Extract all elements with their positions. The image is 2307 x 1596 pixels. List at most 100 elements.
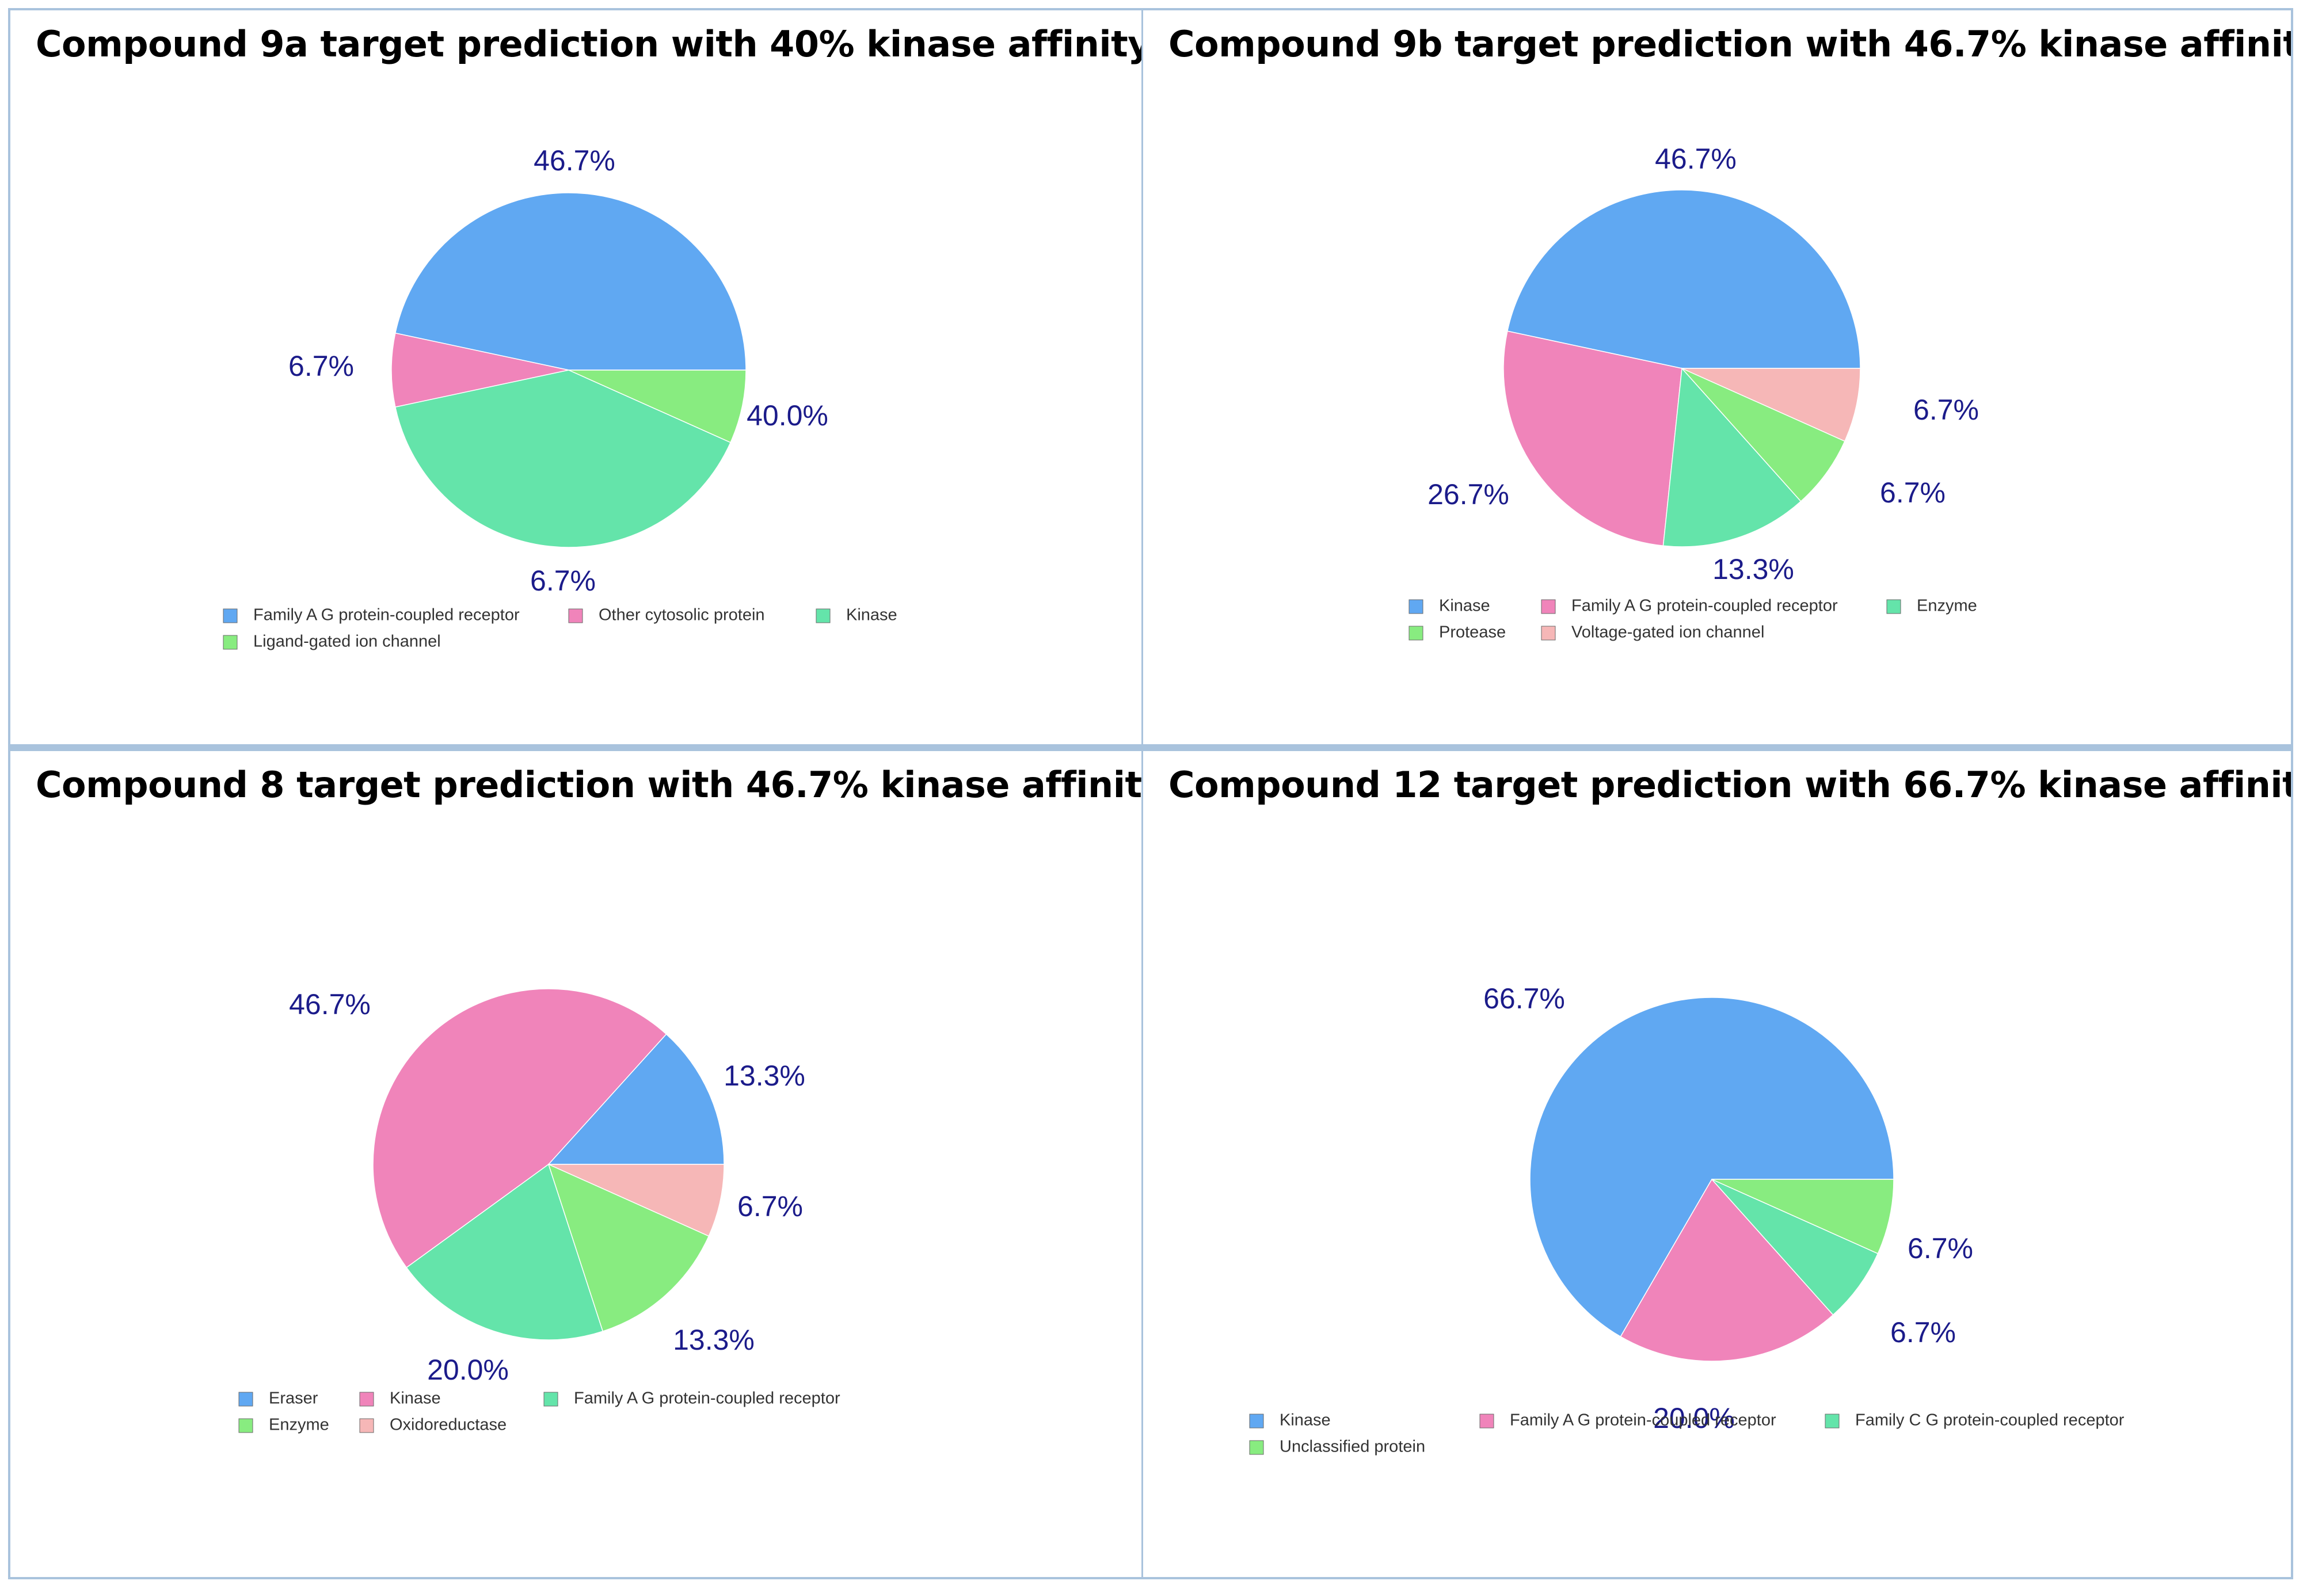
pie-slice-family-a-g-protein-coupled-receptor: [406, 1163, 604, 1340]
legend-item-enzyme: Enzyme: [1886, 597, 1977, 615]
legend-item-protease: Protease: [1408, 623, 1506, 642]
legend-item-voltage-gated-ion-channel: Voltage-gated ion channel: [1541, 623, 1764, 642]
legend-label: Kinase: [1439, 597, 1490, 615]
legend-label: Family A G protein-coupled receptor: [1571, 597, 1838, 615]
legend-item-unclassified-protein: Unclassified protein: [1249, 1438, 1425, 1456]
legend-swatch: [1886, 599, 1901, 614]
slice-label-unclassified-protein: 6.7%: [1908, 1232, 1973, 1264]
slice-label-voltage-gated-ion-channel: 6.7%: [1913, 394, 1979, 426]
legend-swatch: [359, 1418, 374, 1433]
legend-item-kinase: Kinase: [1408, 597, 1490, 615]
pie-slice-enzyme: [547, 1163, 710, 1332]
slice-label-other-cytosolic-protein: 6.7%: [288, 350, 354, 382]
slice-label-kinase: 46.7%: [289, 988, 371, 1020]
pie-slice-protease: [1681, 368, 1845, 502]
pie-chart-compound-8: 13.3% 46.7% 20.0% 13.3% 6.7% Eraser Kinase Fami…: [238, 988, 840, 1434]
pie-slice-ligand-gated-ion-channel: [568, 370, 747, 443]
panel-title-compound-8: Compound 8 target prediction with 46.7% …: [36, 764, 1143, 806]
slice-label-family-a-g-protein-coupled-receptor: 20.0%: [1653, 1402, 1735, 1434]
legend-swatch: [1249, 1414, 1264, 1429]
pie-slice-family-c-g-protein-coupled-receptor: [1711, 1179, 1879, 1316]
slice-label-eraser: 13.3%: [724, 1060, 805, 1092]
legend-item-family-a-g-protein-coupled-receptor: Family A G protein-coupled receptor: [1541, 597, 1838, 615]
legend-label: Kinase: [1280, 1411, 1331, 1430]
legend-label: Kinase: [390, 1389, 441, 1408]
legend-swatch: [1249, 1440, 1264, 1455]
legend-label: Protease: [1439, 623, 1506, 642]
pie-slice-enzyme: [1662, 367, 1802, 547]
panel-compound-9b: Compound 9b target prediction with 46.7%…: [1143, 10, 2291, 744]
slice-label-kinase: 46.7%: [1655, 143, 1737, 175]
legend-swatch: [568, 608, 583, 623]
slice-label-ligand-gated-ion-channel: 6.7%: [530, 565, 596, 597]
legend-label: Eraser: [269, 1389, 318, 1408]
legend-label: Ligand-gated ion channel: [253, 633, 441, 651]
pie-slice-voltage-gated-ion-channel: [1681, 368, 1861, 442]
pie-slice-family-a-g-protein-coupled-receptor: [1620, 1178, 1834, 1362]
pie-chart-compound-9a: 46.7% 6.7% 40.0% 6.7% Family A G protein-cou…: [223, 144, 897, 651]
legend-item-family-a-g-protein-coupled-receptor: Family A G protein-coupled receptor: [223, 606, 520, 624]
panel-title-compound-9a: Compound 9a target prediction with 40% k…: [36, 23, 1143, 65]
legend-item-kinase: Kinase: [1249, 1411, 1331, 1430]
pie-slice-kinase: [1529, 997, 1894, 1338]
legend-label: Enzyme: [1917, 597, 1977, 615]
slice-label-enzyme: 13.3%: [1712, 553, 1794, 585]
legend-item-kinase: Kinase: [359, 1389, 441, 1408]
legend-item-kinase: Kinase: [816, 606, 897, 624]
legend-swatch: [359, 1392, 374, 1407]
pie-chart-compound-12: 66.7% 20.0% 6.7% 6.7% Kinase Family A G prote…: [1249, 982, 2125, 1456]
slice-label-kinase: 40.0%: [747, 399, 828, 432]
legend-label: Enzyme: [269, 1416, 329, 1434]
legend-item-family-a-g-protein-coupled-receptor: Family A G protein-coupled receptor: [543, 1389, 840, 1408]
legend-item-eraser: Eraser: [238, 1389, 318, 1408]
slice-label-enzyme: 13.3%: [673, 1324, 755, 1356]
pie-slice-other-cytosolic-protein: [391, 332, 569, 408]
figure-grid: Compound 9a target prediction with 40% k…: [8, 8, 2293, 1579]
slice-label-family-a-g-protein-coupled-receptor: 20.0%: [427, 1354, 509, 1386]
legend-swatch: [238, 1418, 253, 1433]
legend-swatch: [1825, 1414, 1840, 1429]
pie-slice-family-a-g-protein-coupled-receptor: [1503, 330, 1682, 547]
pie-slice-kinase: [394, 370, 732, 548]
legend-item-enzyme: Enzyme: [238, 1416, 329, 1434]
legend-label: Family A G protein-coupled receptor: [253, 606, 520, 624]
legend-item-family-a-g-protein-coupled-receptor: Family A G protein-coupled receptor: [1479, 1411, 1776, 1430]
pie-slice-oxidoreductase: [548, 1164, 725, 1237]
pie-slice-family-a-g-protein-coupled-receptor: [394, 192, 747, 371]
legend-item-ligand-gated-ion-channel: Ligand-gated ion channel: [223, 633, 441, 651]
legend-label: Family A G protein-coupled receptor: [1510, 1411, 1776, 1430]
legend-swatch: [238, 1392, 253, 1407]
legend-item-family-c-g-protein-coupled-receptor: Family C G protein-coupled receptor: [1825, 1411, 2125, 1430]
panel-title-compound-9b: Compound 9b target prediction with 46.7%…: [1168, 23, 2291, 65]
slice-label-protease: 6.7%: [1880, 477, 1946, 509]
slice-label-family-a-g-protein-coupled-receptor: 46.7%: [534, 144, 615, 177]
legend-swatch: [816, 608, 831, 623]
legend-label: Unclassified protein: [1280, 1438, 1425, 1456]
pie-slice-kinase: [1506, 189, 1861, 369]
pie-slice-eraser: [547, 1033, 725, 1165]
pie-slice-kinase: [372, 988, 667, 1269]
pie-chart-compound-9b: 46.7% 26.7% 13.3% 6.7% 6.7% Kinase Family A G …: [1408, 143, 1979, 642]
panel-compound-8: Compound 8 target prediction with 46.7% …: [10, 744, 1143, 1577]
legend-swatch: [1479, 1414, 1494, 1429]
legend-swatch: [1408, 626, 1423, 641]
slice-label-kinase: 66.7%: [1483, 982, 1565, 1015]
legend-item-oxidoreductase: Oxidoreductase: [359, 1416, 507, 1434]
legend-swatch: [223, 635, 238, 650]
panel-compound-12: Compound 12 target prediction with 66.7%…: [1143, 744, 2291, 1577]
legend-item-other-cytosolic-protein: Other cytosolic protein: [568, 606, 765, 624]
legend-swatch: [1541, 599, 1556, 614]
legend-label: Family C G protein-coupled receptor: [1855, 1411, 2125, 1430]
slice-label-family-a-g-protein-coupled-receptor: 26.7%: [1427, 478, 1509, 511]
slice-label-oxidoreductase: 6.7%: [737, 1190, 803, 1222]
legend-label: Oxidoreductase: [390, 1416, 507, 1434]
legend-label: Voltage-gated ion channel: [1571, 623, 1764, 642]
legend-label: Kinase: [846, 606, 897, 624]
legend-label: Other cytosolic protein: [599, 606, 765, 624]
legend-swatch: [543, 1392, 558, 1407]
legend-swatch: [223, 608, 238, 623]
pie-slice-unclassified-protein: [1711, 1179, 1894, 1255]
legend-label: Family A G protein-coupled receptor: [574, 1389, 840, 1408]
panel-compound-9a: Compound 9a target prediction with 40% k…: [10, 10, 1143, 744]
slice-label-family-c-g-protein-coupled-receptor: 6.7%: [1890, 1316, 1956, 1349]
